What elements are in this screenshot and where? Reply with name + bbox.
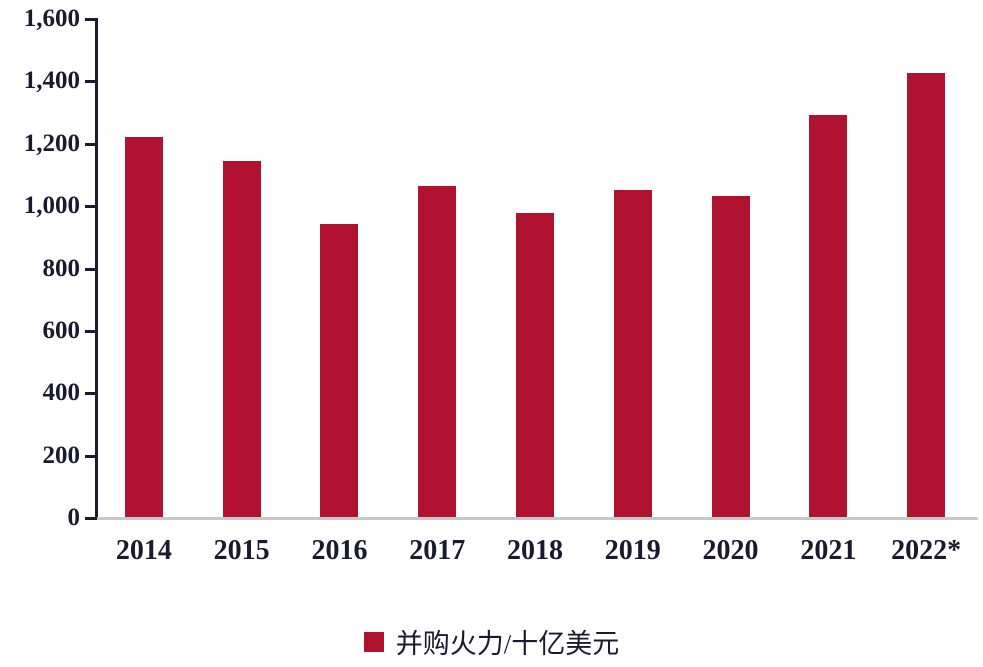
x-tick-label: 2017 (409, 535, 466, 566)
y-tick-mark (85, 80, 97, 84)
y-tick-label: 1,400 (23, 67, 80, 95)
y-tick-label: 800 (42, 254, 81, 282)
bar-2020 (711, 195, 750, 517)
y-tick-mark (85, 142, 97, 146)
bar-2019 (613, 189, 652, 517)
x-tick-label: 2022* (891, 535, 962, 566)
x-tick-label: 2014 (115, 535, 172, 566)
x-axis-line (95, 517, 978, 520)
y-tick-mark (85, 392, 97, 396)
x-tick-label: 2016 (311, 535, 368, 566)
y-tick-label: 1,600 (23, 5, 80, 32)
y-tick-mark (85, 454, 97, 458)
bar-2014 (124, 136, 163, 517)
bar-2021 (809, 114, 848, 517)
y-tick-label: 400 (42, 379, 81, 407)
legend: 并购火力/十亿美元 (0, 622, 983, 661)
y-tick-mark (85, 18, 97, 21)
bar-2017 (418, 186, 457, 517)
y-tick-label: 600 (42, 316, 81, 344)
y-tick-label: 1,000 (23, 192, 80, 220)
bar-2018 (516, 212, 554, 517)
x-tick-label: 2020 (702, 535, 759, 566)
x-tick-label: 2015 (213, 535, 270, 566)
x-tick-label: 2019 (604, 535, 661, 566)
y-tick-mark (85, 205, 97, 209)
x-tick-label: 2018 (507, 535, 563, 566)
y-tick-label: 0 (67, 504, 81, 531)
y-tick-label: 1,200 (23, 129, 80, 157)
y-tick-mark (85, 267, 97, 271)
x-tick-label: 2021 (800, 535, 857, 566)
bar-2022* (907, 72, 946, 517)
legend-label: 并购火力/十亿美元 (395, 629, 620, 659)
y-tick-mark (85, 517, 97, 520)
legend-swatch (363, 631, 384, 652)
y-tick-label: 200 (42, 441, 81, 469)
bar-2016 (320, 223, 359, 517)
y-tick-mark (85, 329, 97, 333)
bar-2015 (222, 161, 261, 517)
